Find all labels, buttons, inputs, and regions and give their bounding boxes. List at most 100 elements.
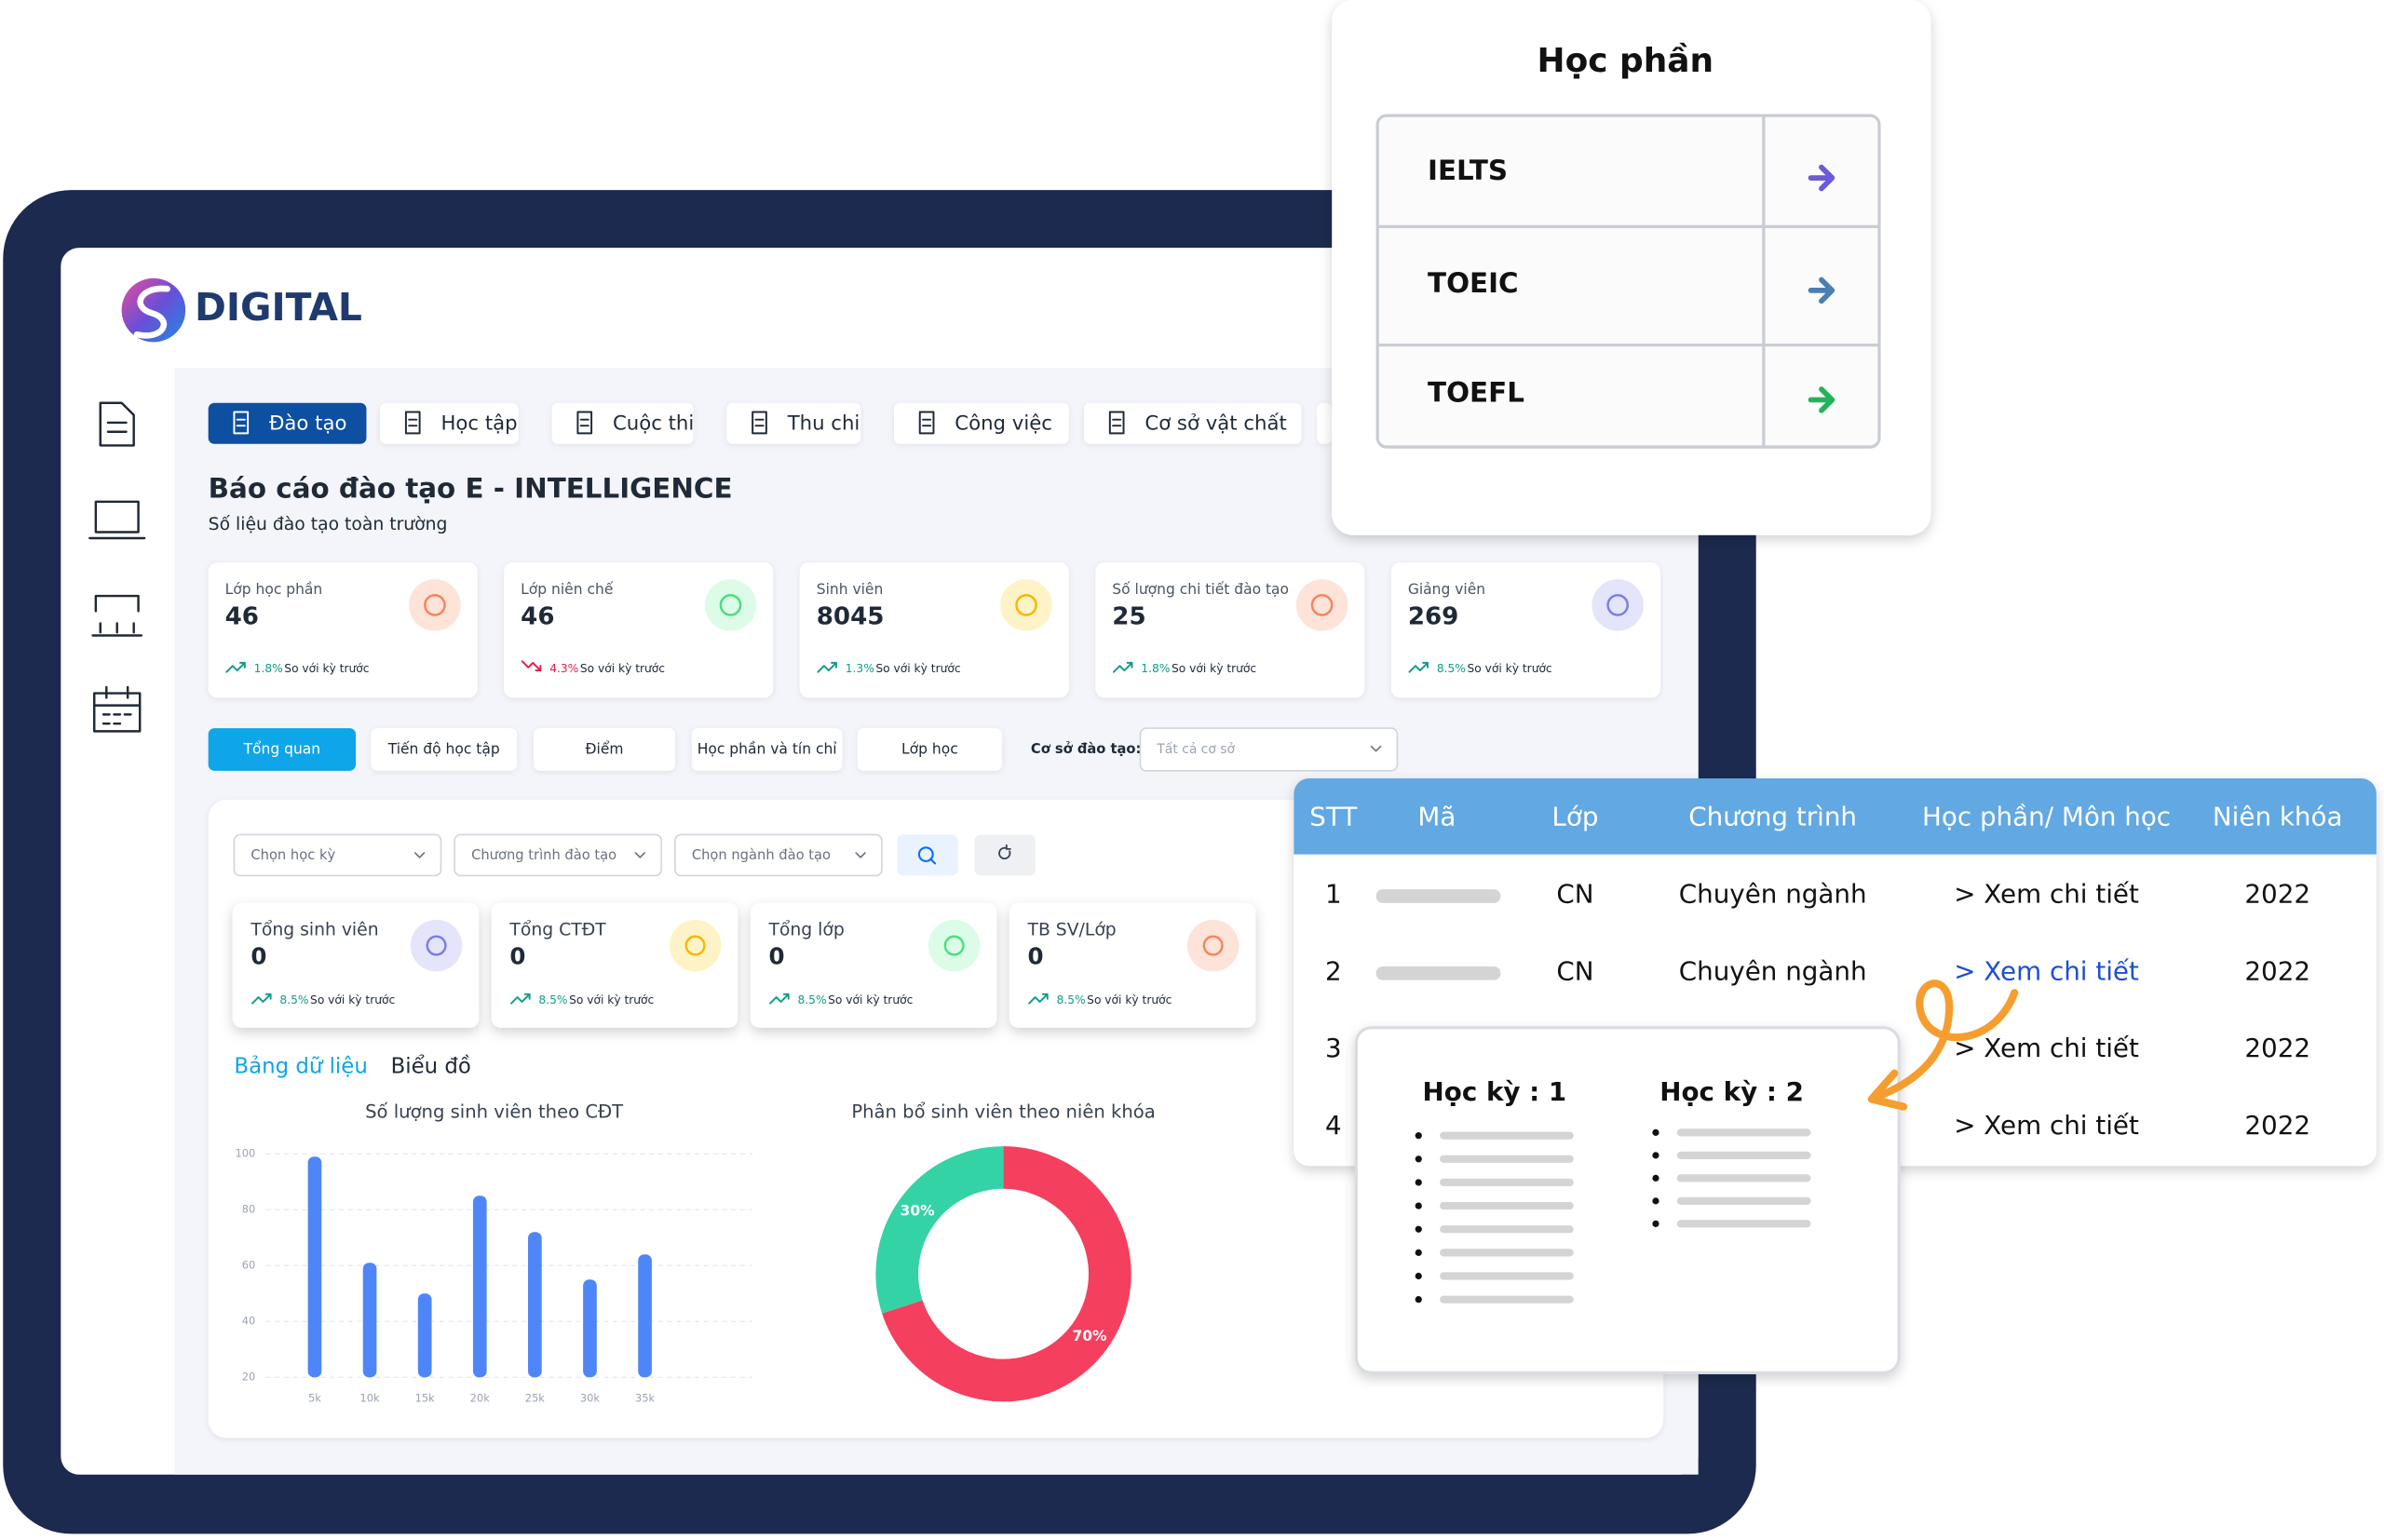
cell-lop: CN: [1556, 955, 1593, 986]
course-name[interactable]: TOEFL: [1428, 376, 1524, 408]
tab-icon: [233, 411, 250, 435]
line-placeholder: [1676, 1128, 1811, 1137]
stat-value: 8045: [817, 602, 885, 630]
cell-link[interactable]: > Xem chi tiết: [1954, 955, 2139, 986]
cell-lop: CN: [1556, 879, 1593, 910]
reset-button[interactable]: [974, 834, 1036, 876]
summary-change: 8.5%: [797, 993, 826, 1006]
tab-label[interactable]: Công việc: [955, 412, 1052, 436]
campus-select[interactable]: [1139, 727, 1399, 772]
semester-popup: [1354, 1026, 1901, 1374]
tab[interactable]: [894, 402, 1069, 444]
cell-link[interactable]: > Xem chi tiết: [1954, 879, 2139, 910]
line-placeholder: [1440, 1272, 1574, 1280]
summary-label: Tổng sinh viên: [250, 920, 378, 940]
campus-placeholder: Tất cả cơ sở: [1156, 742, 1235, 757]
tab-label[interactable]: Cơ sở vật chất: [1145, 412, 1286, 436]
stat-label: Sinh viên: [817, 581, 884, 598]
pointer-arrowhead: [1867, 1069, 1908, 1111]
bullet: [1652, 1197, 1659, 1205]
code-placeholder: [1375, 966, 1501, 980]
course-name[interactable]: TOEIC: [1428, 267, 1519, 299]
chart-title: Phân bổ sinh viên theo niên khóa: [851, 1101, 1155, 1123]
summary-icon: [928, 919, 981, 972]
summary-label: Tổng lớp: [767, 920, 844, 940]
stat-icon-glyph: [1310, 594, 1334, 616]
sub-tab[interactable]: [857, 728, 1002, 771]
sub-tab-label[interactable]: Tổng quan: [243, 740, 321, 757]
bullet: [1415, 1249, 1422, 1256]
table-header-cell: Chương trình: [1688, 801, 1857, 831]
stat-change: 4.3%: [549, 662, 578, 675]
semester-title: Học kỳ : 2: [1659, 1076, 1804, 1107]
hoc-phan-title: Học phần: [1537, 42, 1714, 80]
cell-link[interactable]: > Xem chi tiết: [1954, 1033, 2139, 1063]
line-placeholder: [1676, 1174, 1811, 1182]
sub-tab[interactable]: [691, 728, 843, 771]
filter-select[interactable]: [233, 833, 442, 877]
trend-arrow: [521, 660, 542, 672]
stat-label: Giảng viên: [1408, 581, 1485, 598]
stat-card: [799, 562, 1069, 698]
cell-link[interactable]: > Xem chi tiết: [1954, 1110, 2139, 1141]
line-placeholder: [1440, 1202, 1574, 1210]
search-button[interactable]: [897, 834, 958, 876]
table-header-cell: Học phần/ Môn học: [1922, 801, 2171, 831]
bullet: [1415, 1225, 1422, 1233]
y-tick-label: 80: [242, 1203, 256, 1216]
sub-tab-label[interactable]: Điểm: [586, 740, 624, 757]
bullet: [1652, 1220, 1659, 1227]
sub-tab[interactable]: [371, 728, 518, 771]
summary-icon-glyph: [426, 935, 447, 956]
code-placeholder: [1375, 889, 1501, 903]
semester-title: Học kỳ : 1: [1423, 1076, 1567, 1107]
line-placeholder: [1440, 1295, 1574, 1304]
tab-label[interactable]: Học tập: [440, 412, 517, 436]
stat-change: 8.5%: [1437, 662, 1466, 675]
bar: [638, 1254, 652, 1378]
stat-label: Lớp học phần: [225, 581, 323, 598]
course-name[interactable]: IELTS: [1428, 155, 1508, 186]
stat-icon: [1295, 579, 1348, 631]
filter-select[interactable]: [674, 833, 883, 877]
tab[interactable]: [1084, 402, 1302, 444]
stat-label: Số lượng chi tiết đào tạo: [1112, 581, 1289, 598]
stat-value: 46: [225, 602, 259, 630]
tab-label[interactable]: Cuộc thi: [613, 412, 694, 436]
bar: [583, 1279, 597, 1378]
filter-placeholder: Chọn ngành đào tạo: [692, 847, 831, 863]
filter-select[interactable]: [454, 833, 663, 877]
summary-compare: So với kỳ trước: [569, 993, 654, 1006]
line-placeholder: [1440, 1155, 1574, 1163]
stat-change: 1.8%: [1141, 662, 1170, 675]
sub-tab-label[interactable]: Tiến độ học tập: [387, 740, 500, 757]
course-arrow: [1808, 386, 1835, 413]
tab-label[interactable]: Đào tạo: [269, 412, 346, 436]
chevron: [413, 852, 426, 858]
line-placeholder: [1440, 1131, 1574, 1140]
stat-change: 1.3%: [846, 662, 874, 675]
summary-compare: So với kỳ trước: [828, 993, 913, 1006]
view-tab[interactable]: Biểu đồ: [391, 1055, 471, 1079]
stat-icon: [409, 579, 461, 631]
table-header-cell: Lớp: [1551, 801, 1598, 831]
summary-icon-glyph: [684, 935, 706, 956]
trend-arrow: [251, 993, 272, 1005]
donut-segment: [882, 1146, 1131, 1402]
sub-tab[interactable]: [534, 728, 675, 771]
bullet: [1415, 1296, 1422, 1304]
filter-placeholder: Chọn học kỳ: [251, 847, 335, 863]
sub-tab-label[interactable]: Học phần và tín chỉ: [698, 740, 837, 757]
report-title: Báo cáo đào tạo E - INTELLIGENCE: [209, 472, 733, 504]
logo-mark: [121, 277, 186, 343]
tab-label[interactable]: Thu chi: [787, 412, 860, 436]
sub-tab-label[interactable]: Lớp học: [901, 740, 958, 757]
view-tab[interactable]: Bảng dữ liệu: [234, 1055, 367, 1079]
stat-icon: [1592, 579, 1644, 631]
trend-arrow: [1408, 661, 1429, 673]
cell-year: 2022: [2244, 955, 2310, 986]
trend-arrow: [769, 993, 790, 1005]
stat-value: 25: [1112, 602, 1145, 630]
cell-year: 2022: [2244, 1110, 2310, 1141]
sub-tab[interactable]: [208, 728, 357, 771]
